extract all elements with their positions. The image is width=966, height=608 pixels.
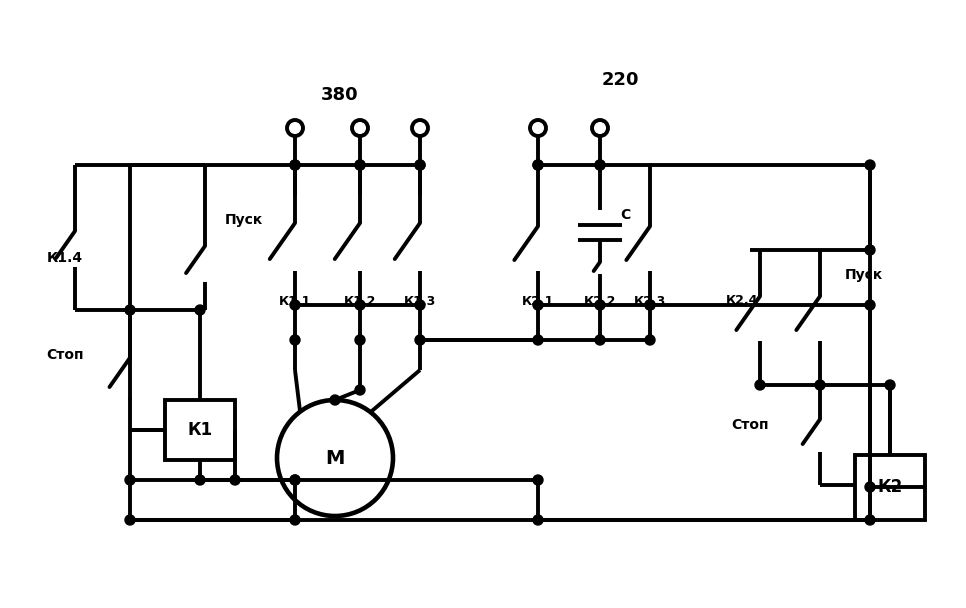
Circle shape [330, 395, 340, 405]
Text: К2.4: К2.4 [725, 294, 758, 306]
Circle shape [865, 515, 875, 525]
Text: К2.1: К2.1 [522, 295, 554, 308]
Text: Пуск: Пуск [225, 213, 264, 227]
Circle shape [195, 305, 205, 315]
Circle shape [645, 300, 655, 310]
Circle shape [290, 160, 300, 170]
Circle shape [415, 300, 425, 310]
Circle shape [533, 160, 543, 170]
Circle shape [125, 305, 135, 315]
Circle shape [595, 160, 605, 170]
Text: С: С [620, 208, 630, 222]
Circle shape [290, 160, 300, 170]
Circle shape [530, 120, 546, 136]
Circle shape [412, 120, 428, 136]
Circle shape [865, 482, 875, 492]
Circle shape [595, 160, 605, 170]
Text: 380: 380 [321, 86, 358, 104]
Text: К1.1: К1.1 [279, 295, 311, 308]
Text: 220: 220 [601, 71, 639, 89]
Text: Стоп: Стоп [731, 418, 769, 432]
Text: Пуск: Пуск [845, 268, 883, 282]
Circle shape [290, 335, 300, 345]
Circle shape [595, 300, 605, 310]
Circle shape [415, 335, 425, 345]
Circle shape [645, 300, 655, 310]
Circle shape [595, 335, 605, 345]
Circle shape [592, 120, 608, 136]
Circle shape [290, 475, 300, 485]
Circle shape [533, 160, 543, 170]
Text: К2.3: К2.3 [634, 295, 667, 308]
Text: М: М [326, 449, 345, 468]
Circle shape [195, 475, 205, 485]
Circle shape [125, 475, 135, 485]
Circle shape [645, 335, 655, 345]
Circle shape [355, 300, 365, 310]
Circle shape [885, 380, 895, 390]
Bar [855, 455, 925, 520]
Circle shape [815, 380, 825, 390]
Text: К1.4: К1.4 [47, 251, 83, 265]
Circle shape [533, 475, 543, 485]
Circle shape [865, 245, 875, 255]
Circle shape [290, 475, 300, 485]
Text: К1.3: К1.3 [404, 295, 436, 308]
Circle shape [533, 300, 543, 310]
Circle shape [865, 160, 875, 170]
Circle shape [352, 120, 368, 136]
Text: К1.2: К1.2 [344, 295, 376, 308]
Circle shape [355, 385, 365, 395]
Circle shape [355, 335, 365, 345]
Text: К1: К1 [187, 421, 213, 439]
Circle shape [533, 335, 543, 345]
Bar [165, 400, 235, 460]
Text: К2.2: К2.2 [583, 295, 616, 308]
Text: Стоп: Стоп [46, 348, 84, 362]
Circle shape [290, 515, 300, 525]
Circle shape [755, 380, 765, 390]
Circle shape [865, 300, 875, 310]
Circle shape [533, 515, 543, 525]
Circle shape [415, 160, 425, 170]
Circle shape [415, 160, 425, 170]
Text: К2: К2 [877, 478, 902, 496]
Circle shape [287, 120, 303, 136]
Circle shape [230, 475, 240, 485]
Circle shape [125, 515, 135, 525]
Circle shape [355, 160, 365, 170]
Circle shape [290, 300, 300, 310]
Circle shape [355, 160, 365, 170]
